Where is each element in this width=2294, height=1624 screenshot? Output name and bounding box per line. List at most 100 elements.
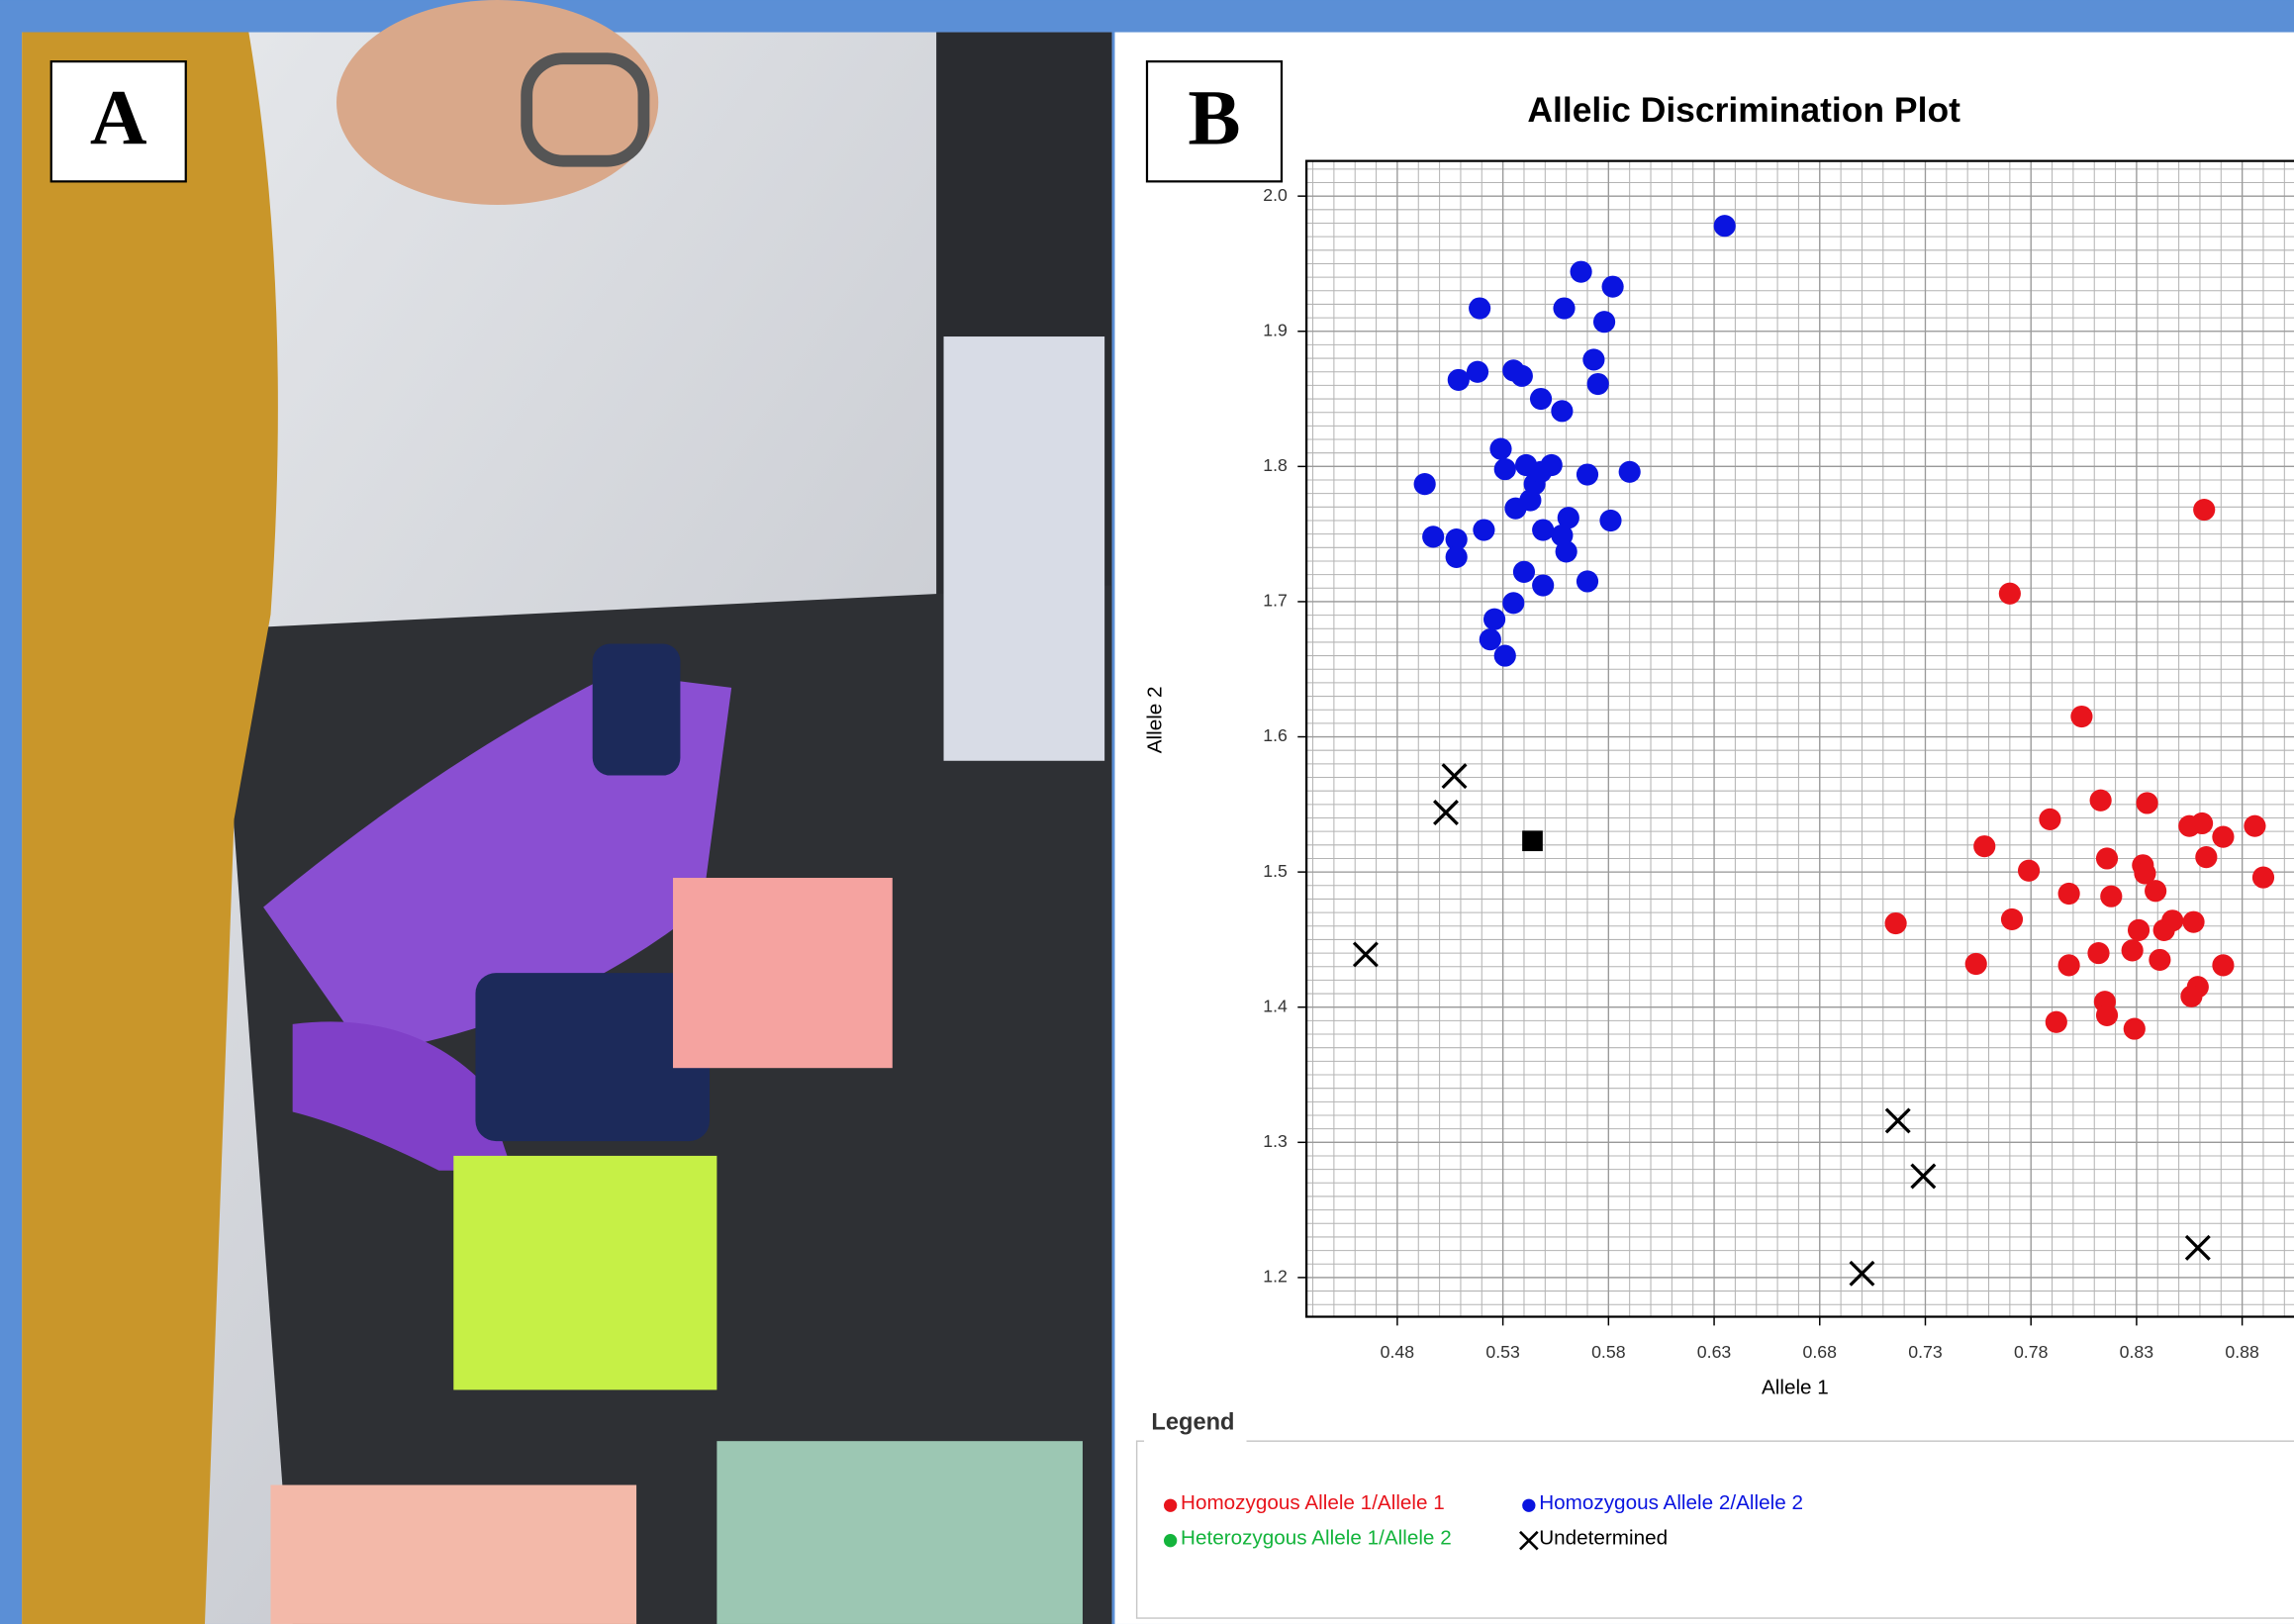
legend-marker xyxy=(1522,1499,1535,1512)
data-point xyxy=(1587,373,1609,395)
data-point xyxy=(1577,570,1598,592)
data-point xyxy=(1530,388,1552,410)
legend-label: Heterozygous Allele 1/Allele 2 xyxy=(1181,1527,1452,1550)
y-tick-label: 1.6 xyxy=(1263,725,1288,745)
data-point xyxy=(2195,846,2217,868)
data-point xyxy=(1532,574,1554,596)
data-point xyxy=(1494,644,1516,666)
data-point xyxy=(2137,792,2158,813)
y-tick-label: 1.5 xyxy=(1263,861,1288,881)
y-tick-label: 1.4 xyxy=(1263,996,1288,1015)
data-point xyxy=(2180,986,2202,1007)
chart-title: Allelic Discrimination Plot xyxy=(1527,90,1960,130)
y-tick-label: 1.8 xyxy=(1263,455,1288,475)
legend-marker xyxy=(1164,1534,1177,1547)
data-point xyxy=(1489,438,1511,460)
data-point xyxy=(1965,953,1987,975)
data-point xyxy=(1582,348,1604,370)
data-point xyxy=(2153,919,2175,941)
data-point xyxy=(1599,510,1621,531)
data-point xyxy=(2252,867,2274,889)
pipette-stand xyxy=(944,336,1105,761)
legend-label: Undetermined xyxy=(1539,1527,1668,1550)
data-point xyxy=(2058,954,2080,976)
x-tick-label: 0.83 xyxy=(2120,1342,2154,1362)
data-point xyxy=(1577,463,1598,485)
x-tick-label: 0.68 xyxy=(1803,1342,1838,1362)
data-point xyxy=(1556,540,1577,562)
y-tick-label: 1.9 xyxy=(1263,320,1288,339)
data-point xyxy=(1999,583,2021,605)
y-tick-label: 1.7 xyxy=(1263,591,1288,611)
data-point xyxy=(2046,1011,2067,1033)
data-point xyxy=(2070,706,2092,727)
data-point xyxy=(2182,911,2204,933)
y-tick-label: 1.3 xyxy=(1263,1131,1288,1151)
data-point xyxy=(2244,815,2265,837)
data-point xyxy=(1593,311,1615,333)
data-point xyxy=(2090,790,2112,812)
data-point xyxy=(2096,847,2118,869)
x-tick-label: 0.73 xyxy=(1908,1342,1943,1362)
data-point xyxy=(1530,461,1552,483)
x-axis-label: Allele 1 xyxy=(1762,1376,1829,1398)
x-tick-label: 0.48 xyxy=(1381,1342,1415,1362)
y-tick-label: 1.2 xyxy=(1263,1267,1288,1287)
data-point xyxy=(1448,369,1470,391)
data-point xyxy=(2001,908,2023,930)
data-point xyxy=(1469,297,1490,319)
data-point xyxy=(2145,880,2166,902)
data-point xyxy=(1885,912,1907,934)
data-point xyxy=(1446,546,1468,568)
data-point xyxy=(1551,400,1573,422)
data-point xyxy=(1502,592,1524,614)
data-point xyxy=(2100,886,2122,908)
data-point xyxy=(2124,1017,2146,1039)
data-point xyxy=(1414,473,1436,495)
tube-rack xyxy=(453,1156,717,1390)
data-point xyxy=(2087,942,2109,964)
data-point xyxy=(1511,365,1533,387)
x-tick-label: 0.88 xyxy=(2225,1342,2259,1362)
x-tick-label: 0.78 xyxy=(2014,1342,2049,1362)
legend-marker xyxy=(1164,1499,1177,1512)
data-point xyxy=(2149,949,2170,971)
tip-box xyxy=(673,878,893,1068)
face xyxy=(336,0,658,205)
data-point xyxy=(2128,919,2150,941)
data-point xyxy=(1714,215,1736,237)
data-point xyxy=(1473,519,1494,540)
data-point xyxy=(1422,525,1444,547)
data-point xyxy=(2018,860,2040,882)
data-point xyxy=(2191,812,2213,834)
legend-label: Homozygous Allele 1/Allele 1 xyxy=(1181,1491,1445,1514)
x-tick-label: 0.63 xyxy=(1697,1342,1732,1362)
data-point xyxy=(1571,261,1592,283)
tip-box xyxy=(270,1485,636,1624)
panel-label: B xyxy=(1188,74,1240,161)
data-point xyxy=(1553,297,1575,319)
data-point xyxy=(2212,826,2234,848)
x-tick-label: 0.58 xyxy=(1591,1342,1626,1362)
photo-panel: A xyxy=(22,0,1111,1624)
data-point xyxy=(2193,499,2215,521)
data-point xyxy=(1602,276,1624,298)
page: {"panel_labels": ["A", "B"], "chart_data… xyxy=(0,0,2294,1624)
data-point xyxy=(2122,939,2144,961)
figure: A B Allelic Discrimination Plot Allele 1… xyxy=(0,0,2294,1624)
data-point xyxy=(2212,954,2234,976)
data-point xyxy=(1467,361,1488,383)
x-tick-label: 0.53 xyxy=(1485,1342,1520,1362)
data-point xyxy=(1519,489,1541,511)
data-point xyxy=(1480,628,1501,650)
data-point xyxy=(1522,830,1543,851)
data-point xyxy=(1619,461,1641,483)
data-point xyxy=(2096,1004,2118,1026)
chart-panel xyxy=(1114,33,2294,1624)
y-tick-label: 2.0 xyxy=(1263,185,1288,205)
legend-title: Legend xyxy=(1151,1410,1234,1436)
data-point xyxy=(1494,458,1516,480)
pipette xyxy=(593,643,681,775)
data-point xyxy=(1513,561,1535,583)
tip-box xyxy=(717,1441,1083,1624)
